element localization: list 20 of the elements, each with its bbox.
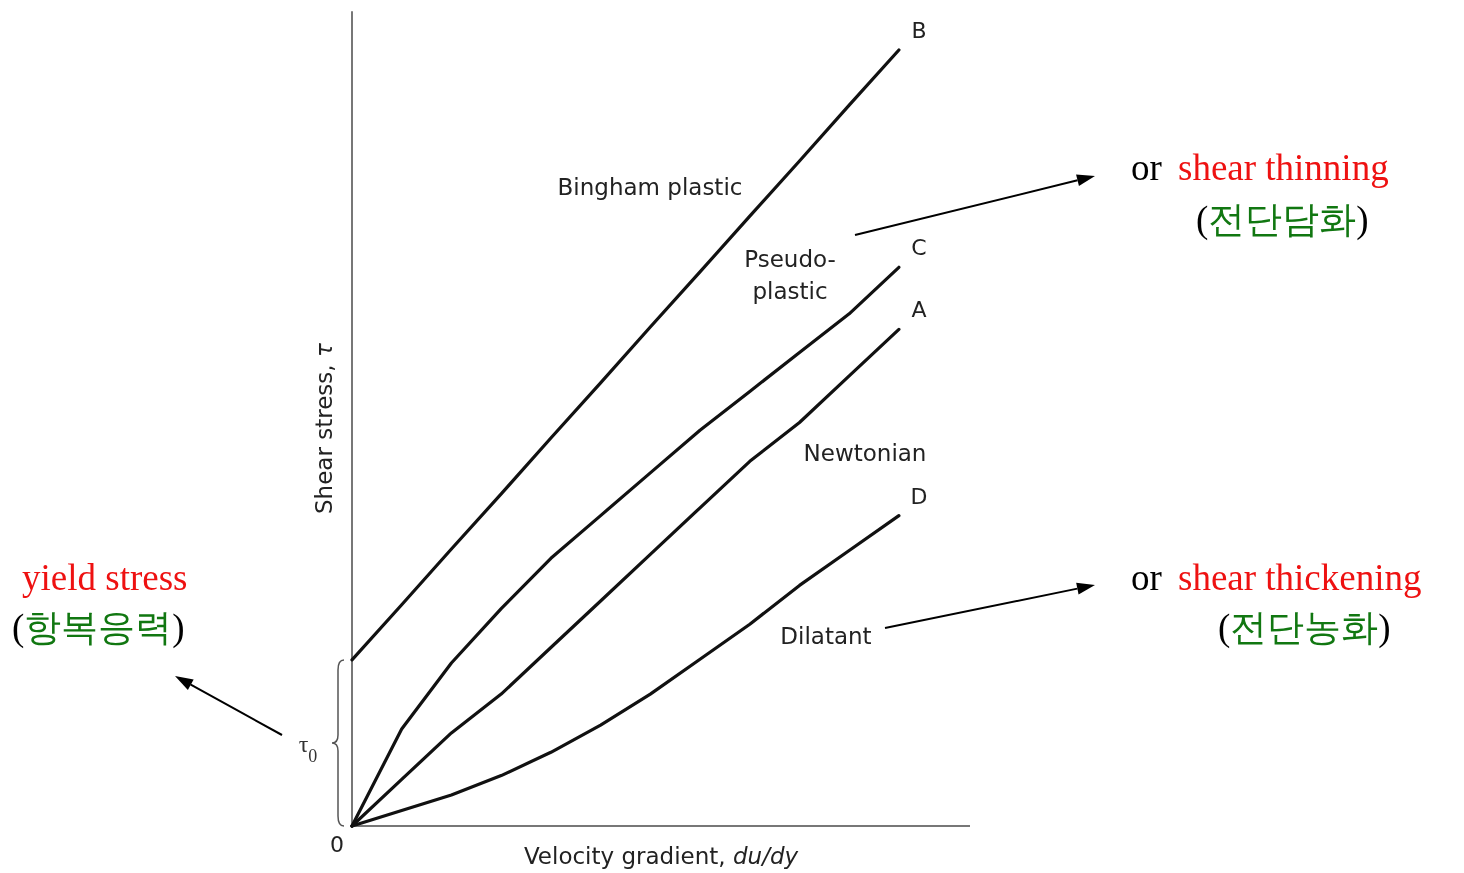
text: or [1131,147,1162,188]
series-label: B [911,18,927,43]
text: shear thickening [1178,557,1422,598]
annotation: Dilatant [780,623,872,649]
x-axis-title: Velocity gradient, du/dy [523,843,799,869]
text: (전단담화) [1196,199,1369,241]
series-label: C [911,235,927,261]
text: (전단농화) [1218,607,1391,649]
series-label: D [910,483,928,509]
text: τ$_{0}$ [298,731,318,766]
annotation: Newtonian [803,440,927,466]
text: yield stress [22,557,188,598]
y-axis-title: Shear stress, τ [311,343,337,514]
text: (항복응력) [12,607,185,649]
text: shear thinning [1178,147,1389,188]
text: 0 [330,832,344,857]
text: or [1131,557,1162,598]
annotation: Bingham plastic [557,174,743,200]
annotation: Pseudo- plastic [744,246,836,304]
series-label: A [911,297,927,323]
